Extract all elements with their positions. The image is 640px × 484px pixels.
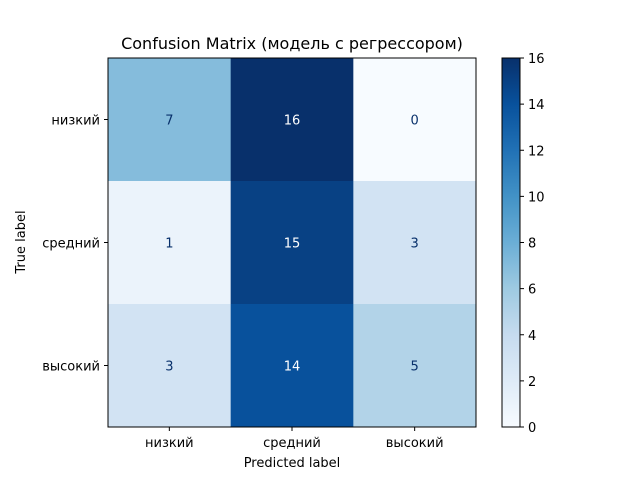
matrix-cell <box>353 58 477 182</box>
x-tick-label: высокий <box>386 436 444 451</box>
colorbar-tick-label: 8 <box>528 237 536 252</box>
matrix-cells <box>108 58 477 428</box>
colorbar-tick-label: 4 <box>528 329 536 344</box>
y-tick-label: высокий <box>42 360 100 375</box>
x-tick-label: средний <box>263 436 321 451</box>
matrix-cell <box>353 304 477 428</box>
cell-value-label: 15 <box>284 237 301 252</box>
matrix-cell <box>230 304 354 428</box>
matrix-cell <box>353 181 477 305</box>
chart-title: Confusion Matrix (модель с регрессором) <box>121 34 463 53</box>
colorbar-tick-label: 6 <box>528 283 536 298</box>
cell-value-label: 5 <box>411 360 419 375</box>
cell-value-label: 0 <box>411 114 419 129</box>
y-tick-label: средний <box>42 237 100 252</box>
colorbar-ticks: 0 2 4 6 8 10 12 14 16 <box>520 52 545 436</box>
x-axis-label: Predicted label <box>244 456 341 471</box>
matrix-cell <box>230 58 354 182</box>
y-axis-label: True label <box>14 210 29 274</box>
matrix-cell <box>108 304 232 428</box>
matrix-cell-labels: 7 16 0 1 15 3 3 14 5 <box>165 114 419 375</box>
colorbar-tick-label: 0 <box>528 421 536 436</box>
cell-value-label: 7 <box>165 114 173 129</box>
cell-value-label: 1 <box>165 237 173 252</box>
cell-value-label: 3 <box>411 237 419 252</box>
colorbar-tick-label: 16 <box>528 52 545 67</box>
colorbar-tick-label: 10 <box>528 190 545 205</box>
matrix-cell <box>108 181 232 305</box>
y-tick-label: низкий <box>51 114 100 129</box>
matrix-cell <box>108 58 232 182</box>
x-axis-ticks: низкий средний высокий <box>145 427 444 451</box>
x-tick-label: низкий <box>145 436 194 451</box>
colorbar-tick-label: 12 <box>528 144 545 159</box>
cell-value-label: 16 <box>284 114 301 129</box>
cell-value-label: 3 <box>165 360 173 375</box>
colorbar-tick-label: 14 <box>528 98 545 113</box>
cell-value-label: 14 <box>284 360 301 375</box>
matrix-cell <box>230 181 354 305</box>
colorbar-tick-label: 2 <box>528 375 536 390</box>
colorbar <box>501 57 521 428</box>
y-axis-ticks: низкий средний высокий <box>42 114 108 375</box>
